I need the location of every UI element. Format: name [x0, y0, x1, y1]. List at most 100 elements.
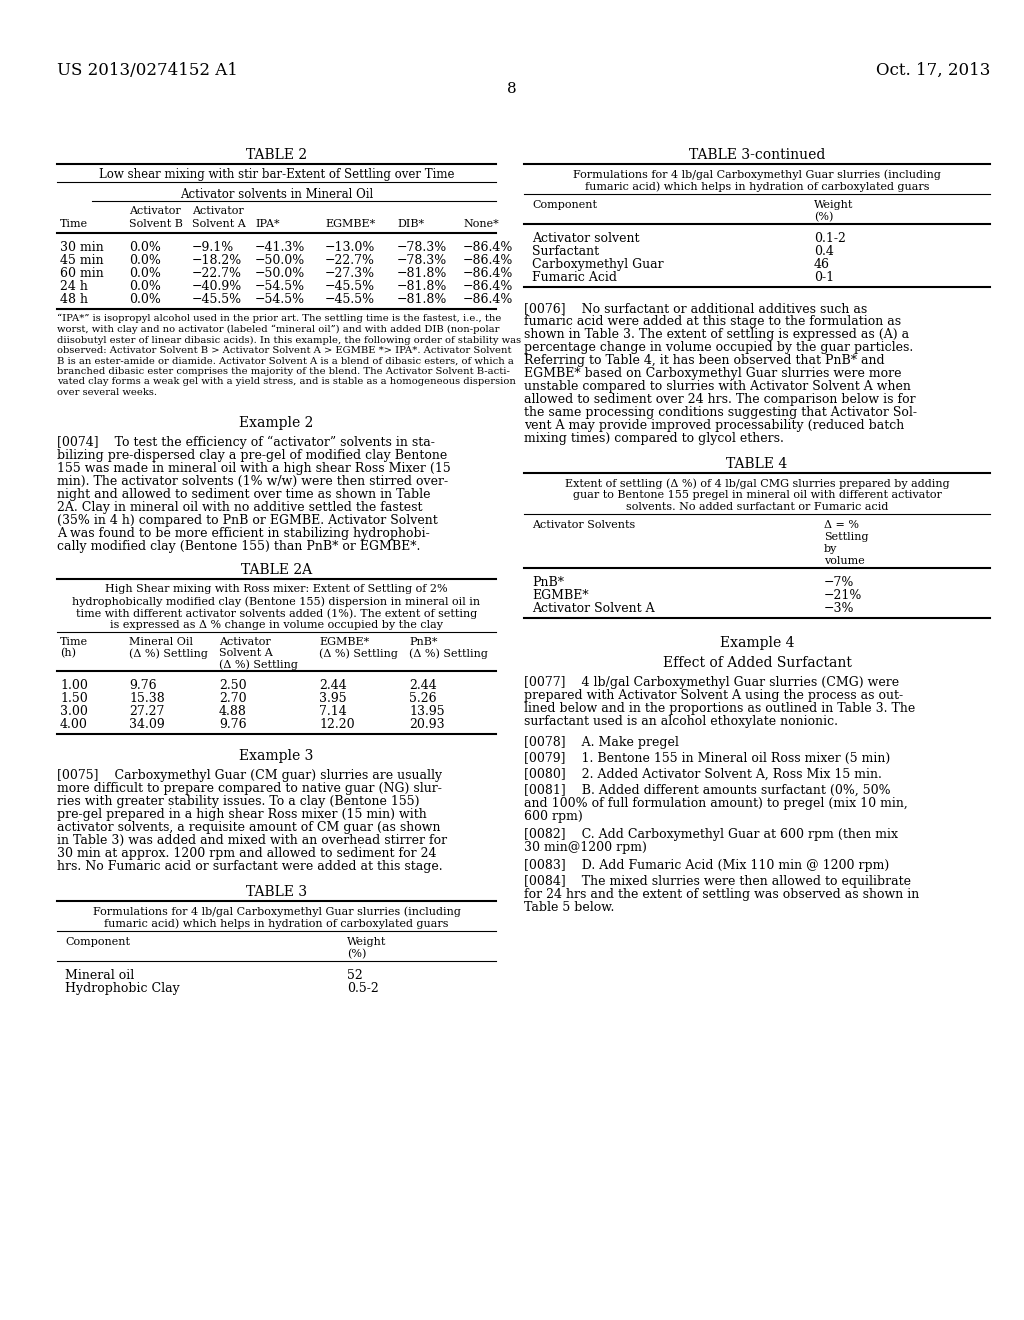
Text: EGMBE*: EGMBE*	[319, 638, 370, 647]
Text: −13.0%: −13.0%	[325, 242, 376, 253]
Text: −81.8%: −81.8%	[397, 293, 447, 306]
Text: Time: Time	[60, 638, 88, 647]
Text: −54.5%: −54.5%	[255, 293, 305, 306]
Text: 12.20: 12.20	[319, 718, 354, 731]
Text: Δ = %: Δ = %	[824, 520, 859, 531]
Text: 20.93: 20.93	[409, 718, 444, 731]
Text: [0078]    A. Make pregel: [0078] A. Make pregel	[524, 737, 679, 748]
Text: EGMBE*: EGMBE*	[325, 219, 375, 228]
Text: 600 rpm): 600 rpm)	[524, 810, 583, 822]
Text: fumaric acid) which helps in hydration of carboxylated guars: fumaric acid) which helps in hydration o…	[585, 181, 929, 191]
Text: 0.0%: 0.0%	[129, 293, 161, 306]
Text: 3.95: 3.95	[319, 692, 347, 705]
Text: Activator Solvent A: Activator Solvent A	[532, 602, 654, 615]
Text: −18.2%: −18.2%	[193, 253, 243, 267]
Text: Activator: Activator	[129, 206, 181, 216]
Text: Example 3: Example 3	[240, 748, 313, 763]
Text: is expressed as Δ % change in volume occupied by the clay: is expressed as Δ % change in volume occ…	[110, 620, 443, 630]
Text: US 2013/0274152 A1: US 2013/0274152 A1	[57, 62, 238, 79]
Text: surfactant used is an alcohol ethoxylate nonionic.: surfactant used is an alcohol ethoxylate…	[524, 715, 838, 729]
Text: Effect of Added Surfactant: Effect of Added Surfactant	[663, 656, 851, 671]
Text: Table 5 below.: Table 5 below.	[524, 902, 614, 913]
Text: Low shear mixing with stir bar-Extent of Settling over Time: Low shear mixing with stir bar-Extent of…	[98, 168, 455, 181]
Text: −86.4%: −86.4%	[463, 242, 513, 253]
Text: fumaric acid were added at this stage to the formulation as: fumaric acid were added at this stage to…	[524, 315, 901, 327]
Text: (Δ %) Settling: (Δ %) Settling	[129, 648, 208, 659]
Text: 9.76: 9.76	[129, 678, 157, 692]
Text: 13.95: 13.95	[409, 705, 444, 718]
Text: (%): (%)	[347, 949, 367, 960]
Text: 4.00: 4.00	[60, 718, 88, 731]
Text: −40.9%: −40.9%	[193, 280, 243, 293]
Text: Component: Component	[532, 201, 597, 210]
Text: (35% in 4 h) compared to PnB or EGMBE. Activator Solvent: (35% in 4 h) compared to PnB or EGMBE. A…	[57, 513, 437, 527]
Text: Solvent A: Solvent A	[219, 648, 272, 657]
Text: −45.5%: −45.5%	[325, 293, 375, 306]
Text: 15.38: 15.38	[129, 692, 165, 705]
Text: 30 min at approx. 1200 rpm and allowed to sediment for 24: 30 min at approx. 1200 rpm and allowed t…	[57, 847, 436, 861]
Text: Mineral Oil: Mineral Oil	[129, 638, 193, 647]
Text: −50.0%: −50.0%	[255, 253, 305, 267]
Text: 0.0%: 0.0%	[129, 267, 161, 280]
Text: PnB*: PnB*	[409, 638, 437, 647]
Text: [0084]    The mixed slurries were then allowed to equilibrate: [0084] The mixed slurries were then allo…	[524, 875, 911, 888]
Text: DIB*: DIB*	[397, 219, 424, 228]
Text: [0083]    D. Add Fumaric Acid (Mix 110 min @ 1200 rpm): [0083] D. Add Fumaric Acid (Mix 110 min …	[524, 859, 889, 873]
Text: activator solvents, a requisite amount of CM guar (as shown: activator solvents, a requisite amount o…	[57, 821, 440, 834]
Text: “IPA*” is isopropyl alcohol used in the prior art. The settling time is the fast: “IPA*” is isopropyl alcohol used in the …	[57, 314, 521, 397]
Text: −78.3%: −78.3%	[397, 253, 447, 267]
Text: 48 h: 48 h	[60, 293, 88, 306]
Text: TABLE 4: TABLE 4	[726, 457, 787, 471]
Text: −81.8%: −81.8%	[397, 280, 447, 293]
Text: Time: Time	[60, 219, 88, 228]
Text: EGMBE* based on Carboxymethyl Guar slurries were more: EGMBE* based on Carboxymethyl Guar slurr…	[524, 367, 901, 380]
Text: Mineral oil: Mineral oil	[65, 969, 134, 982]
Text: −86.4%: −86.4%	[463, 253, 513, 267]
Text: solvents. No added surfactant or Fumaric acid: solvents. No added surfactant or Fumaric…	[626, 502, 888, 512]
Text: 60 min: 60 min	[60, 267, 103, 280]
Text: hydrophobically modified clay (Bentone 155) dispersion in mineral oil in: hydrophobically modified clay (Bentone 1…	[73, 597, 480, 607]
Text: 0-1: 0-1	[814, 271, 835, 284]
Text: more difficult to prepare compared to native guar (NG) slur-: more difficult to prepare compared to na…	[57, 781, 442, 795]
Text: Activator Solvents: Activator Solvents	[532, 520, 635, 531]
Text: 2.44: 2.44	[319, 678, 347, 692]
Text: Solvent B: Solvent B	[129, 219, 183, 228]
Text: 0.0%: 0.0%	[129, 253, 161, 267]
Text: 30 min@1200 rpm): 30 min@1200 rpm)	[524, 841, 647, 854]
Text: −50.0%: −50.0%	[255, 267, 305, 280]
Text: TABLE 2A: TABLE 2A	[241, 564, 312, 577]
Text: Weight: Weight	[347, 937, 386, 946]
Text: 24 h: 24 h	[60, 280, 88, 293]
Text: lined below and in the proportions as outlined in Table 3. The: lined below and in the proportions as ou…	[524, 702, 915, 715]
Text: bilizing pre-dispersed clay a pre-gel of modified clay Bentone: bilizing pre-dispersed clay a pre-gel of…	[57, 449, 447, 462]
Text: −54.5%: −54.5%	[255, 280, 305, 293]
Text: (Δ %) Settling: (Δ %) Settling	[409, 648, 487, 659]
Text: −86.4%: −86.4%	[463, 280, 513, 293]
Text: TABLE 3: TABLE 3	[246, 884, 307, 899]
Text: Activator: Activator	[193, 206, 244, 216]
Text: the same processing conditions suggesting that Activator Sol-: the same processing conditions suggestin…	[524, 407, 918, 418]
Text: 1.50: 1.50	[60, 692, 88, 705]
Text: Oct. 17, 2013: Oct. 17, 2013	[876, 62, 990, 79]
Text: 45 min: 45 min	[60, 253, 103, 267]
Text: [0082]    C. Add Carboxymethyl Guar at 600 rpm (then mix: [0082] C. Add Carboxymethyl Guar at 600 …	[524, 828, 898, 841]
Text: (Δ %) Settling: (Δ %) Settling	[319, 648, 398, 659]
Text: Extent of settling (Δ %) of 4 lb/gal CMG slurries prepared by adding: Extent of settling (Δ %) of 4 lb/gal CMG…	[564, 478, 949, 488]
Text: Weight: Weight	[814, 201, 853, 210]
Text: 1.00: 1.00	[60, 678, 88, 692]
Text: in Table 3) was added and mixed with an overhead stirrer for: in Table 3) was added and mixed with an …	[57, 834, 447, 847]
Text: High Shear mixing with Ross mixer: Extent of Settling of 2%: High Shear mixing with Ross mixer: Exten…	[105, 583, 447, 594]
Text: and 100% of full formulation amount) to pregel (mix 10 min,: and 100% of full formulation amount) to …	[524, 797, 907, 810]
Text: 46: 46	[814, 257, 830, 271]
Text: Activator solvent: Activator solvent	[532, 232, 640, 246]
Text: Activator: Activator	[219, 638, 270, 647]
Text: [0076]    No surfactant or additional additives such as: [0076] No surfactant or additional addit…	[524, 302, 867, 315]
Text: Example 4: Example 4	[720, 636, 795, 649]
Text: 7.14: 7.14	[319, 705, 347, 718]
Text: Surfactant: Surfactant	[532, 246, 599, 257]
Text: IPA*: IPA*	[255, 219, 280, 228]
Text: (%): (%)	[814, 213, 834, 222]
Text: percentage change in volume occupied by the guar particles.: percentage change in volume occupied by …	[524, 341, 913, 354]
Text: −45.5%: −45.5%	[325, 280, 375, 293]
Text: hrs. No Fumaric acid or surfactant were added at this stage.: hrs. No Fumaric acid or surfactant were …	[57, 861, 442, 873]
